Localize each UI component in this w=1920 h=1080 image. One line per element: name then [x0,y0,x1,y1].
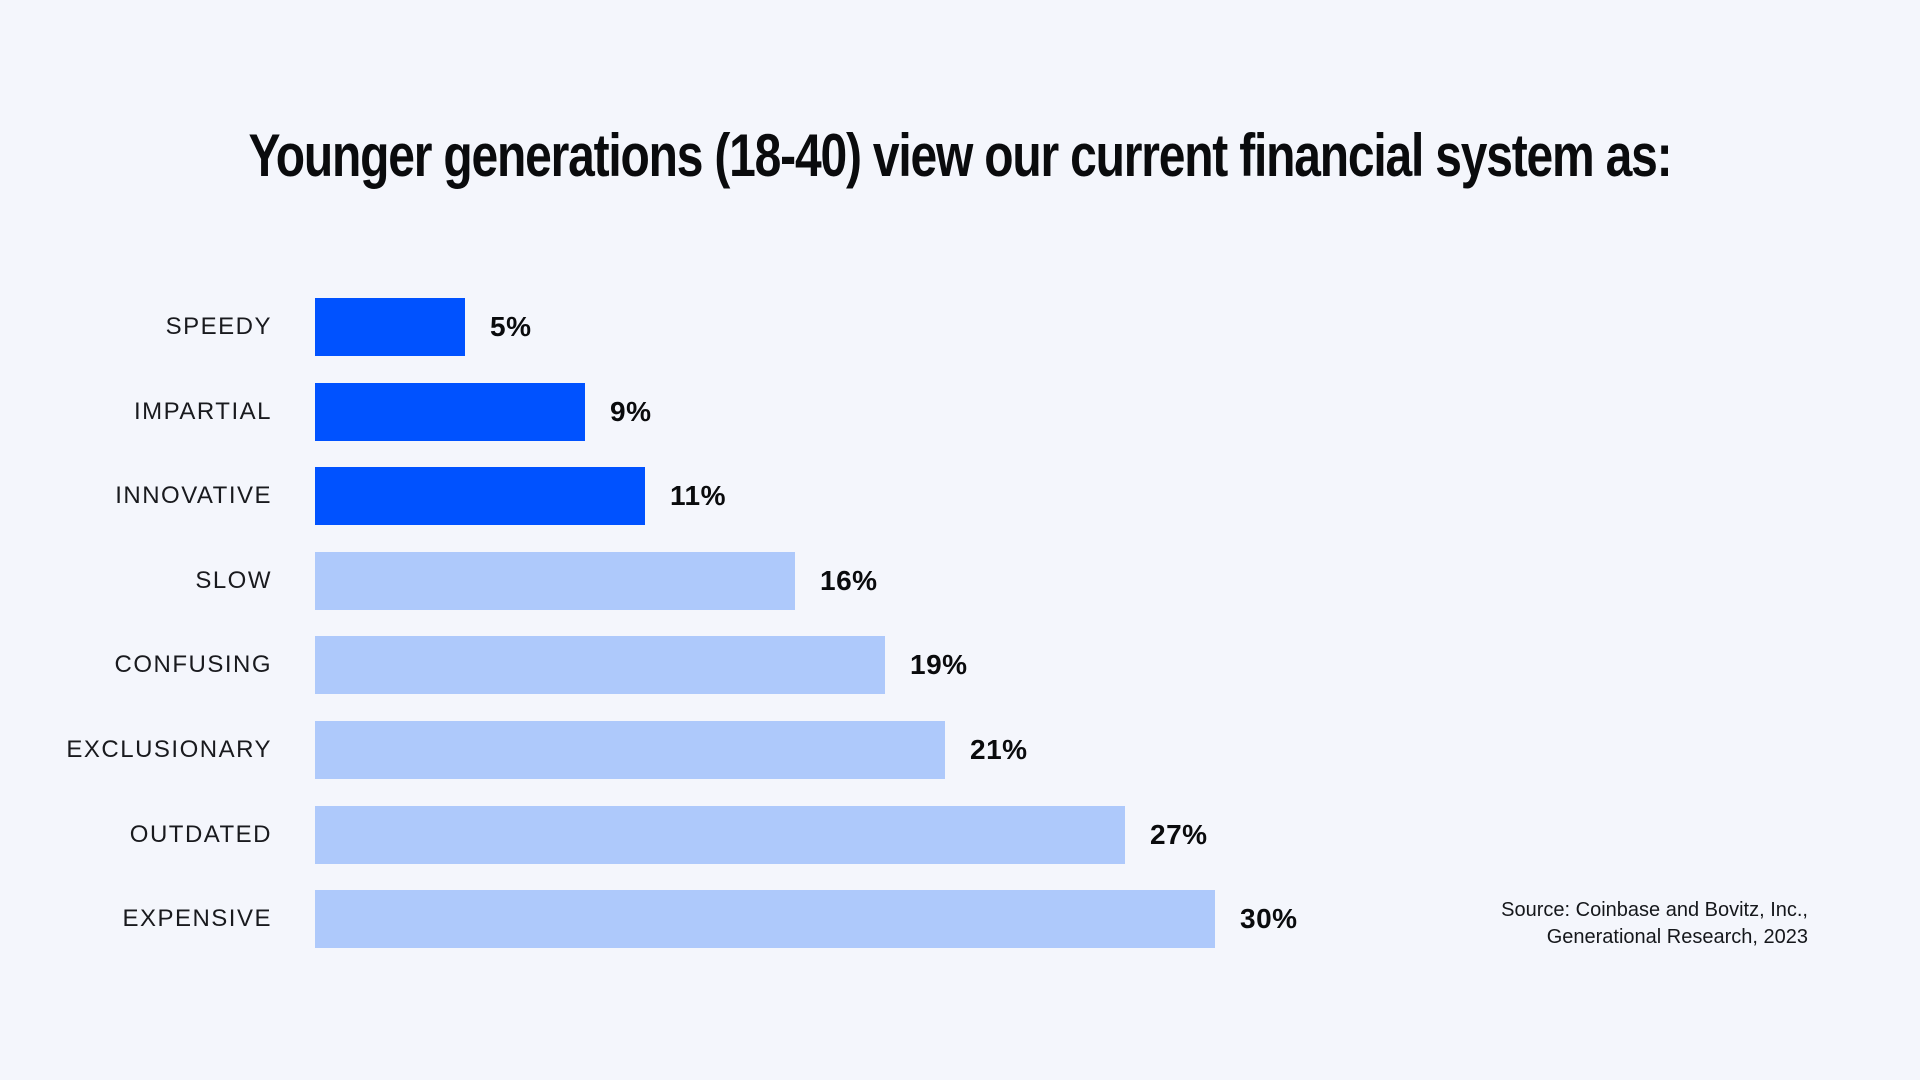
value-label: 11% [670,480,726,512]
bar-row: SLOW 16% [0,551,1298,610]
value-label: 27% [1150,818,1208,850]
bar [315,890,1215,949]
category-label: EXPENSIVE [122,905,272,933]
bar [315,805,1125,864]
bar-row: INNOVATIVE 11% [0,467,1298,526]
source-line-2: Generational Research, 2023 [1546,926,1808,948]
value-label: 19% [910,649,968,681]
bar [315,382,585,441]
category-label: OUTDATED [129,820,272,848]
value-label: 9% [610,395,652,427]
bar-row: SPEEDY 5% [0,298,1298,356]
value-label: 30% [1240,903,1298,935]
bar-row: EXCLUSIONARY 21% [0,720,1298,779]
category-label: SPEEDY [165,313,272,340]
category-label: INNOVATIVE [115,482,272,510]
bar-row: EXPENSIVE 30% [0,890,1298,949]
bar [315,636,885,695]
source-line-1: Source: Coinbase and Bovitz, Inc., [1501,899,1808,921]
bar-row: CONFUSING 19% [0,636,1298,695]
bar [315,298,465,356]
category-label: IMPARTIAL [134,397,272,425]
bar [315,467,645,526]
value-label: 5% [490,311,532,342]
category-label: SLOW [195,566,272,594]
bar [315,551,795,610]
bar-row: OUTDATED 27% [0,805,1298,864]
category-label: CONFUSING [114,651,272,679]
chart-title: Younger generations (18-40) view our cur… [248,122,1673,189]
bar [315,720,945,779]
bar-row: IMPARTIAL 9% [0,382,1298,441]
value-label: 21% [970,733,1028,765]
category-label: EXCLUSIONARY [66,735,272,763]
source-note: Source: Coinbase and Bovitz, Inc., Gener… [1501,897,1808,951]
value-label: 16% [820,564,878,596]
bar-chart: SPEEDY 5% IMPARTIAL 9% INNOVATIVE 11% SL… [0,298,1298,975]
